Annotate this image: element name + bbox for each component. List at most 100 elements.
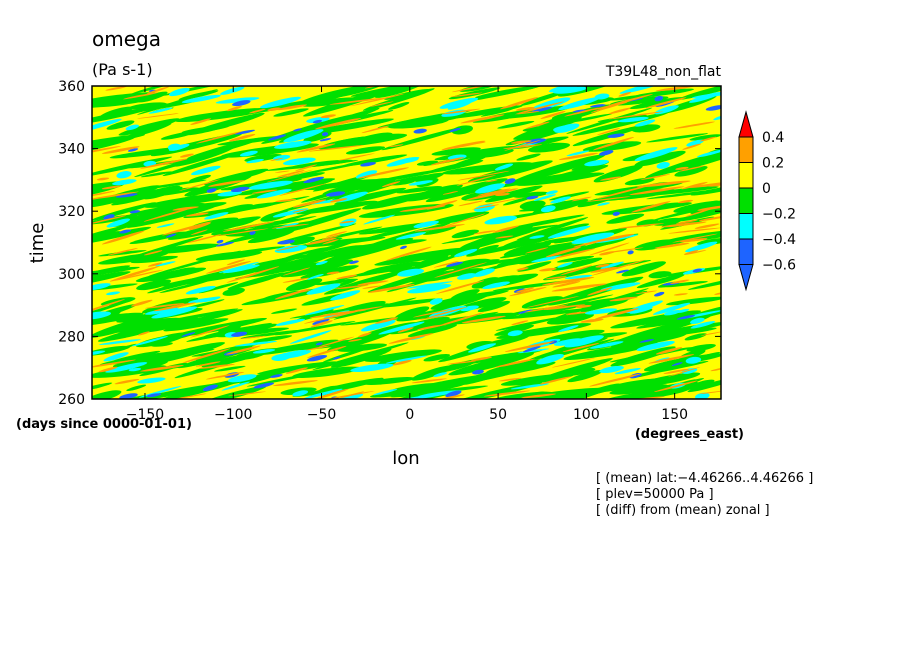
heatmap-cell — [103, 352, 129, 362]
heatmap-cell — [663, 368, 690, 374]
heatmap-cell — [485, 179, 498, 183]
y-tick-label: 340 — [58, 142, 85, 158]
note-diff: [ (diff) from (mean) zonal ] — [596, 503, 770, 518]
heatmap-cell — [222, 221, 275, 232]
heatmap-cell — [274, 170, 290, 173]
heatmap-cell — [389, 144, 404, 148]
heatmap-cell — [136, 279, 172, 291]
heatmap-cell — [137, 91, 168, 103]
colorbar-label: −0.4 — [762, 232, 796, 248]
heatmap-cell — [510, 383, 550, 390]
heatmap-cell — [315, 118, 362, 130]
heatmap-cell — [276, 208, 362, 235]
heatmap-cell — [99, 106, 134, 119]
heatmap-cell — [653, 327, 717, 337]
heatmap-cell — [226, 266, 280, 283]
heatmap-cell — [92, 393, 112, 399]
heatmap-cell — [330, 198, 348, 203]
heatmap-cell — [649, 214, 703, 225]
heatmap-cell — [130, 255, 178, 264]
heatmap-cell — [516, 252, 556, 265]
heatmap-cell — [348, 260, 359, 264]
heatmap-cell — [677, 308, 690, 313]
heatmap-cell — [190, 325, 230, 338]
heatmap-cell — [430, 157, 465, 166]
heatmap-cell — [92, 359, 136, 368]
heatmap-cell — [485, 185, 543, 203]
heatmap-cell — [231, 331, 248, 337]
heatmap-cell — [231, 186, 250, 193]
heatmap-cell — [484, 215, 517, 225]
heatmap-cell — [423, 353, 451, 362]
heatmap-cell — [92, 283, 111, 291]
heatmap-cell — [218, 204, 254, 215]
heatmap-cell — [668, 367, 700, 377]
heatmap-cell — [92, 350, 106, 356]
heatmap-cell — [275, 198, 297, 203]
heatmap-cell — [524, 304, 569, 313]
heatmap-cell — [303, 388, 343, 399]
heatmap-cell — [181, 94, 221, 103]
heatmap-cell — [282, 277, 310, 283]
colorbar-label: −0.2 — [762, 207, 796, 223]
heatmap-cell — [681, 181, 708, 190]
heatmap-cell — [253, 335, 293, 343]
heatmap-cell — [523, 346, 541, 353]
heatmap-cell — [591, 259, 646, 276]
heatmap-cell — [429, 298, 443, 305]
heatmap-cell — [123, 92, 159, 100]
heatmap-cell — [676, 315, 696, 320]
heatmap-cell — [634, 119, 656, 127]
heatmap-cell — [378, 321, 425, 335]
heatmap-cell — [223, 264, 260, 274]
heatmap-cell — [283, 129, 324, 143]
heatmap-cell — [656, 161, 670, 169]
heatmap-cell — [685, 241, 718, 253]
heatmap-cell — [679, 238, 708, 243]
heatmap-cell — [388, 101, 410, 110]
heatmap-cell — [92, 382, 113, 393]
heatmap-cell — [683, 250, 699, 255]
heatmap-cell — [526, 195, 539, 200]
heatmap-cell — [303, 176, 325, 184]
heatmap-cell — [397, 327, 414, 333]
heatmap-cell — [539, 376, 571, 385]
heatmap-cell — [624, 177, 655, 186]
y-tick-label: 260 — [58, 392, 85, 408]
heatmap-cell — [673, 200, 721, 213]
heatmap-cell — [232, 100, 251, 107]
heatmap-cell — [636, 341, 675, 351]
heatmap-cell — [208, 180, 246, 187]
heatmap-cell — [129, 210, 141, 214]
heatmap-cell — [358, 332, 372, 338]
heatmap-cell — [206, 260, 252, 274]
heatmap-cell — [182, 348, 231, 364]
heatmap-cell — [610, 310, 702, 329]
heatmap-cell — [181, 125, 230, 134]
heatmap-cell — [697, 205, 721, 211]
heatmap-cell — [234, 340, 278, 347]
heatmap-cell — [501, 307, 598, 320]
heatmap-cell — [475, 86, 540, 99]
heatmap-cell — [564, 107, 599, 117]
experiment-label: T39L48_non_flat — [605, 64, 722, 80]
heatmap-cell — [521, 296, 564, 309]
heatmap-cell — [428, 160, 484, 173]
heatmap-cell — [115, 193, 138, 198]
heatmap-cell — [398, 157, 420, 163]
heatmap-cell — [162, 151, 243, 177]
heatmap-cell — [710, 367, 721, 372]
heatmap-cell — [276, 104, 308, 111]
heatmap-cell — [279, 183, 327, 196]
x-tick-label: 150 — [661, 407, 688, 423]
heatmap-cell — [360, 162, 376, 167]
heatmap-cell — [646, 133, 709, 143]
heatmap-cell — [128, 367, 142, 372]
heatmap-cell — [280, 259, 353, 278]
heatmap-cell — [472, 369, 484, 375]
heatmap-cell — [147, 269, 233, 294]
heatmap-cell — [566, 150, 590, 157]
heatmap-cell — [492, 225, 519, 233]
heatmap-cell — [654, 95, 664, 102]
